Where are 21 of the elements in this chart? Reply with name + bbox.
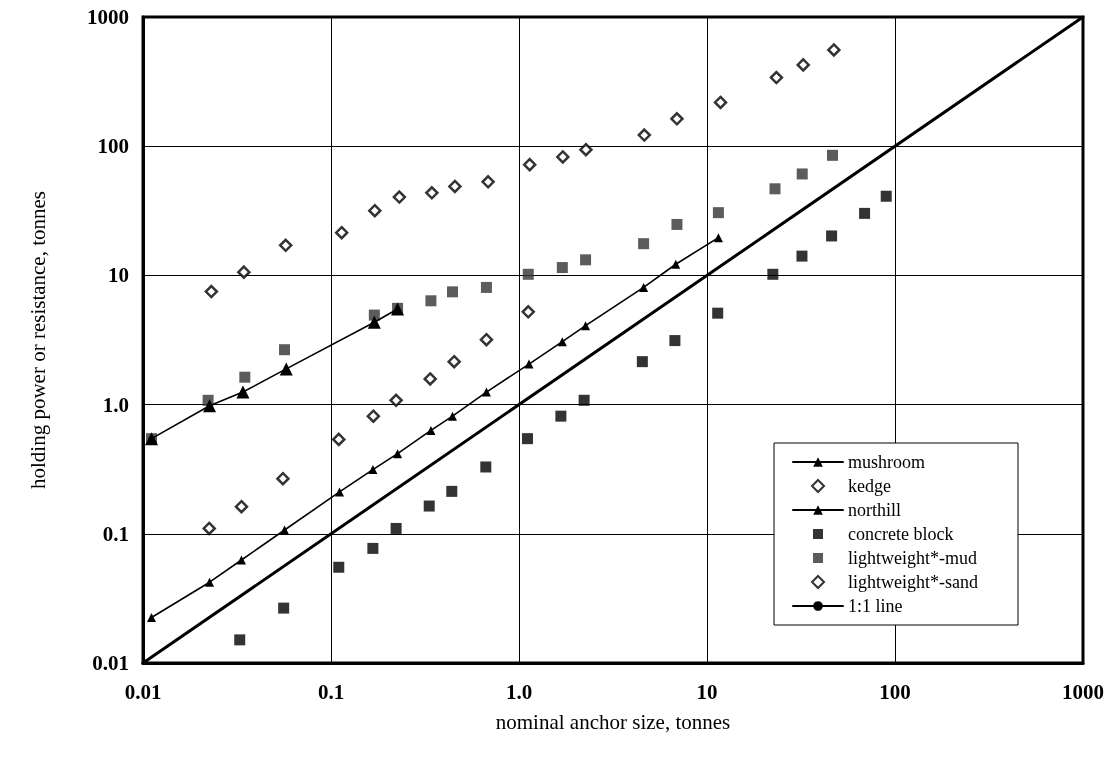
- legend-label: mushroom: [848, 452, 926, 472]
- y-tick-label: 1.0: [102, 392, 129, 417]
- y-tick-label: 1000: [87, 5, 129, 29]
- x-tick-label: 1.0: [505, 679, 533, 704]
- x-tick-label: 100: [879, 679, 911, 704]
- legend-label: 1:1 line: [848, 596, 903, 616]
- y-axis-title: holding power or resistance, tonnes: [25, 190, 50, 490]
- y-tick-label: 10: [108, 263, 129, 288]
- legend-label: northill: [848, 500, 902, 520]
- legend-label: lightweight*-mud: [848, 548, 978, 568]
- x-tick-label: 0.01: [124, 679, 162, 704]
- y-tick-label: 100: [97, 134, 129, 159]
- x-axis-title: nominal anchor size, tonnes: [495, 709, 731, 734]
- legend-label: kedge: [848, 476, 892, 496]
- x-tick-label: 1000: [1062, 679, 1104, 704]
- x-tick-label: 0.1: [317, 679, 345, 704]
- y-tick-label: 0.01: [92, 651, 129, 675]
- x-tick-label: 10: [696, 679, 718, 704]
- legend-label: lightweight*-sand: [848, 572, 978, 592]
- y-tick-label: 0.1: [102, 521, 129, 546]
- legend-label: concrete block: [848, 524, 954, 544]
